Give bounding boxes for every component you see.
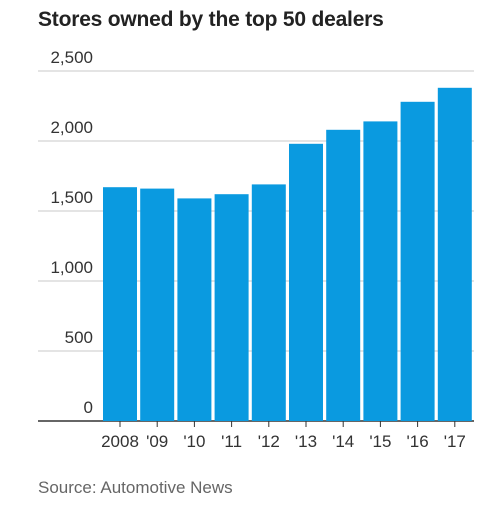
y-tick-label: 2,000 bbox=[50, 118, 93, 137]
x-tick-label: '11 bbox=[221, 432, 242, 451]
x-tick-label: '14 bbox=[332, 432, 354, 451]
bar-17 bbox=[437, 87, 472, 422]
y-tick-label: 0 bbox=[84, 398, 93, 417]
y-tick-label: 1,500 bbox=[50, 188, 93, 207]
x-tick-label: '16 bbox=[407, 432, 429, 451]
chart-title: Stores owned by the top 50 dealers bbox=[38, 8, 384, 31]
x-tick-label: '13 bbox=[295, 432, 317, 451]
bar-09 bbox=[140, 188, 175, 421]
y-tick-label: 2,500 bbox=[50, 48, 93, 67]
x-tick-label: 2008 bbox=[101, 432, 139, 451]
source-note: Source: Automotive News bbox=[38, 478, 233, 497]
x-tick-label: '10 bbox=[183, 432, 205, 451]
bar-12 bbox=[251, 184, 286, 421]
bar-14 bbox=[326, 129, 361, 422]
x-tick-label: '09 bbox=[146, 432, 168, 451]
bars bbox=[103, 87, 472, 422]
bar-10 bbox=[177, 198, 212, 421]
x-tick-label: '17 bbox=[444, 432, 466, 451]
bar-13 bbox=[289, 143, 323, 422]
bar-15 bbox=[363, 121, 398, 422]
x-tick-labels: 2008 '09 '10 '11 '12 '13 '14 '15 '16 '17 bbox=[101, 421, 466, 451]
y-tick-label: 1,000 bbox=[50, 258, 93, 277]
bar-11 bbox=[214, 194, 249, 421]
x-tick-label: '15 bbox=[369, 432, 391, 451]
bar-chart: 0 500 1,000 1,500 2,000 2,500 2008 '09 '10 '11 '1… bbox=[38, 48, 474, 451]
bar-16 bbox=[400, 101, 435, 422]
x-tick-label: '12 bbox=[258, 432, 280, 451]
y-tick-label: 500 bbox=[65, 328, 93, 347]
y-tick-labels: 0 500 1,000 1,500 2,000 2,500 bbox=[50, 48, 93, 417]
bar-2008 bbox=[103, 187, 137, 421]
